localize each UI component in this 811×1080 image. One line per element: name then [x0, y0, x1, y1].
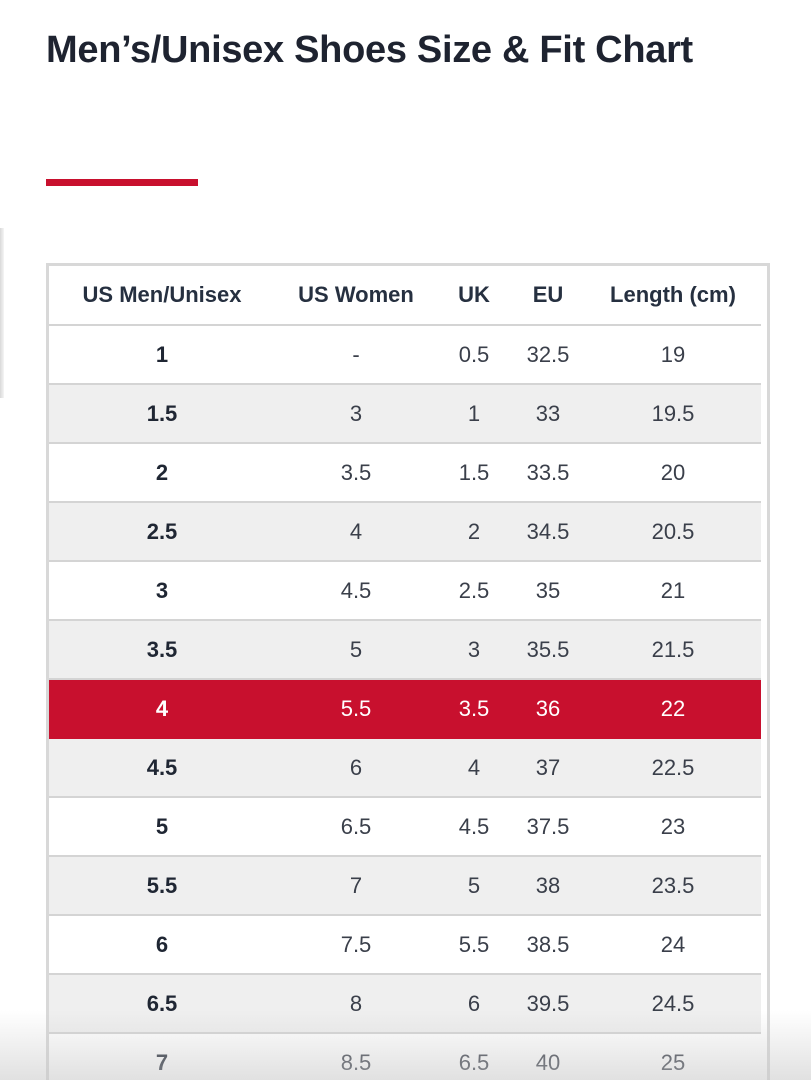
header-eu: EU	[511, 266, 585, 326]
cell-eu: 34.5	[511, 502, 585, 562]
cell-length: 19	[585, 325, 761, 385]
cell-eu: 36	[511, 679, 585, 739]
table-row: 5 6.5 4.5 37.5 23	[49, 797, 761, 857]
cell-uk: 0.5	[437, 325, 511, 385]
cell-eu: 38	[511, 856, 585, 916]
left-edge-shadow	[0, 228, 4, 398]
cell-eu: 37.5	[511, 797, 585, 857]
cell-us-men: 4	[49, 679, 275, 739]
cell-us-women: 4	[275, 502, 437, 562]
cell-length: 23.5	[585, 856, 761, 916]
cell-uk: 2	[437, 502, 511, 562]
cell-us-women: 3.5	[275, 443, 437, 503]
cell-us-women: 8	[275, 974, 437, 1034]
cell-length: 20	[585, 443, 761, 503]
cell-us-men: 2	[49, 443, 275, 503]
cell-eu: 39.5	[511, 974, 585, 1034]
table-row-highlighted: 4 5.5 3.5 36 22	[49, 679, 761, 739]
header-length: Length (cm)	[585, 266, 761, 326]
header-row: US Men/Unisex US Women UK EU Length (cm)	[49, 266, 761, 326]
cell-eu: 38.5	[511, 915, 585, 975]
cell-us-women: 5.5	[275, 679, 437, 739]
cell-eu: 33.5	[511, 443, 585, 503]
table-row: 6 7.5 5.5 38.5 24	[49, 915, 761, 975]
size-table: US Men/Unisex US Women UK EU Length (cm)…	[49, 266, 761, 1080]
cell-uk: 5.5	[437, 915, 511, 975]
cell-length: 19.5	[585, 384, 761, 444]
cell-us-women: 6	[275, 738, 437, 798]
cell-length: 24.5	[585, 974, 761, 1034]
cell-us-women: -	[275, 325, 437, 385]
cell-us-men: 5.5	[49, 856, 275, 916]
cell-length: 22	[585, 679, 761, 739]
cell-eu: 33	[511, 384, 585, 444]
cell-us-women: 7.5	[275, 915, 437, 975]
cell-us-women: 8.5	[275, 1033, 437, 1080]
table-row: 3.5 5 3 35.5 21.5	[49, 620, 761, 680]
table-row: 7 8.5 6.5 40 25	[49, 1033, 761, 1080]
cell-us-men: 1.5	[49, 384, 275, 444]
cell-length: 24	[585, 915, 761, 975]
cell-us-women: 3	[275, 384, 437, 444]
cell-uk: 5	[437, 856, 511, 916]
cell-uk: 6	[437, 974, 511, 1034]
cell-length: 21	[585, 561, 761, 621]
table-row: 2 3.5 1.5 33.5 20	[49, 443, 761, 503]
table-row: 4.5 6 4 37 22.5	[49, 738, 761, 798]
cell-length: 22.5	[585, 738, 761, 798]
cell-length: 23	[585, 797, 761, 857]
header-us-women: US Women	[275, 266, 437, 326]
cell-us-men: 1	[49, 325, 275, 385]
cell-us-women: 7	[275, 856, 437, 916]
cell-length: 25	[585, 1033, 761, 1080]
table-row: 6.5 8 6 39.5 24.5	[49, 974, 761, 1034]
cell-eu: 37	[511, 738, 585, 798]
table-body: 1-0.5 32.5 19 1.5 3 1 33 19.5 2 3.5 1.5 33.5 20 2.5 4 2…	[49, 325, 761, 1080]
cell-us-men: 2.5	[49, 502, 275, 562]
cell-us-men: 3	[49, 561, 275, 621]
cell-eu: 40	[511, 1033, 585, 1080]
cell-length: 21.5	[585, 620, 761, 680]
cell-us-men: 3.5	[49, 620, 275, 680]
header-uk: UK	[437, 266, 511, 326]
cell-eu: 35	[511, 561, 585, 621]
size-table-container: US Men/Unisex US Women UK EU Length (cm)…	[46, 263, 770, 1080]
table-header: US Men/Unisex US Women UK EU Length (cm)	[49, 266, 761, 326]
cell-uk: 4	[437, 738, 511, 798]
cell-us-men: 6.5	[49, 974, 275, 1034]
cell-eu: 32.5	[511, 325, 585, 385]
cell-uk: 2.5	[437, 561, 511, 621]
cell-uk: 1.5	[437, 443, 511, 503]
cell-us-men: 7	[49, 1033, 275, 1080]
cell-uk: 4.5	[437, 797, 511, 857]
cell-us-women: 4.5	[275, 561, 437, 621]
table-row: 3 4.5 2.5 35 21	[49, 561, 761, 621]
cell-us-men: 6	[49, 915, 275, 975]
cell-us-women: 6.5	[275, 797, 437, 857]
page-title: Men’s/Unisex Shoes Size & Fit Chart	[46, 29, 693, 71]
cell-us-men: 5	[49, 797, 275, 857]
cell-eu: 35.5	[511, 620, 585, 680]
cell-uk: 6.5	[437, 1033, 511, 1080]
cell-length: 20.5	[585, 502, 761, 562]
title-accent-bar	[46, 179, 198, 186]
cell-uk: 1	[437, 384, 511, 444]
table-row: 2.5 4 2 34.5 20.5	[49, 502, 761, 562]
cell-us-women: 5	[275, 620, 437, 680]
header-us-men: US Men/Unisex	[49, 266, 275, 326]
cell-uk: 3.5	[437, 679, 511, 739]
table-row: 1.5 3 1 33 19.5	[49, 384, 761, 444]
cell-us-men: 4.5	[49, 738, 275, 798]
table-row: 5.5 7 5 38 23.5	[49, 856, 761, 916]
table-row: 1-0.5 32.5 19	[49, 325, 761, 385]
cell-uk: 3	[437, 620, 511, 680]
